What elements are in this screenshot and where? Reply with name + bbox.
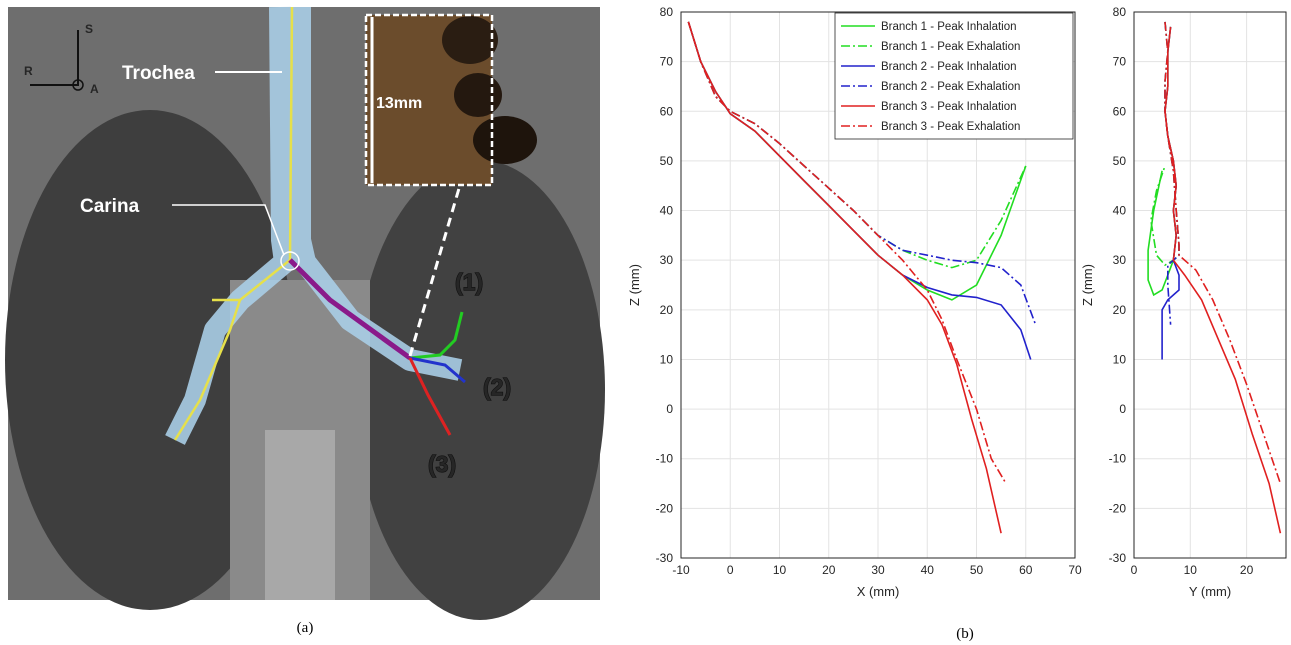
panel-a-image: S R A Trochea Carina 13mm (1) (2) (3) [5,6,605,620]
y-tick-label: -20 [656,501,674,515]
caption: (a) [297,620,314,636]
y-tick-label: -10 [1109,452,1127,466]
x-axis-label: Y (mm) [1189,584,1231,599]
y-tick-label: 60 [1113,104,1127,118]
y-axis-label: Z (mm) [1080,264,1095,306]
x-tick-label: -10 [672,563,690,577]
x-tick-label: 40 [921,563,935,577]
x-tick-label: 60 [1019,563,1033,577]
data-line [1164,21,1282,484]
y-tick-label: -30 [1109,551,1127,565]
branch-label: (3) [428,451,456,477]
trachea-label: Trochea [122,63,195,84]
series-group [1147,21,1282,534]
y-tick-label: 50 [660,154,674,168]
x-tick-label: 10 [1184,563,1198,577]
legend-label: Branch 2 - Peak Inhalation [881,61,1017,73]
y-tick-label: 40 [1113,204,1127,218]
y-tick-label: 10 [1113,352,1127,366]
y-tick-label: -30 [656,551,674,565]
x-tick-label: 0 [1131,563,1138,577]
x-axis-label: X (mm) [857,584,900,599]
plot-area [1134,12,1286,558]
scale-label: 13mm [376,95,422,112]
branch-label: (1) [455,269,483,295]
legend-label: Branch 3 - Peak Inhalation [881,101,1017,113]
axes-box [1133,11,1287,559]
x-tick-label: 0 [727,563,734,577]
y-tick-label: -10 [656,452,674,466]
legend-box [834,12,1074,140]
axes-box [680,11,1076,559]
x-tick-label: 70 [1068,563,1082,577]
y-tick-label: 80 [660,5,674,19]
y-tick-label: 0 [1119,402,1126,416]
x-tick-label: 20 [1240,563,1254,577]
legend-label: Branch 2 - Peak Exhalation [881,81,1020,93]
y-tick-label: 60 [660,104,674,118]
y-tick-label: 20 [660,303,674,317]
branch-label: (2) [483,374,511,400]
y-tick-label: 30 [1113,253,1127,267]
carina-label: Carina [80,196,140,217]
caption: (b) [956,626,974,642]
y-tick-label: 10 [660,352,674,366]
y-tick-label: 70 [660,55,674,69]
series-group [687,21,1037,534]
y-tick-label: 30 [660,253,674,267]
x-tick-label: 30 [871,563,885,577]
x-tick-label: 10 [773,563,787,577]
legend-label: Branch 3 - Peak Exhalation [881,121,1020,133]
orientation-label: A [90,82,99,96]
data-line [1164,26,1282,534]
y-tick-label: 50 [1113,154,1127,168]
x-tick-label: 50 [970,563,984,577]
legend-label: Branch 1 - Peak Inhalation [881,21,1017,33]
y-axis-label: Z (mm) [627,264,642,306]
y-tick-label: 40 [660,204,674,218]
orientation-label: R [24,64,33,78]
orientation-label: S [85,22,93,36]
data-line [687,21,1007,484]
x-tick-label: 20 [822,563,836,577]
y-tick-label: 70 [1113,55,1127,69]
y-tick-label: 20 [1113,303,1127,317]
y-tick-label: 80 [1113,5,1127,19]
legend-label: Branch 1 - Peak Exhalation [881,41,1020,53]
y-tick-label: -20 [1109,501,1127,515]
y-tick-label: 0 [666,402,673,416]
